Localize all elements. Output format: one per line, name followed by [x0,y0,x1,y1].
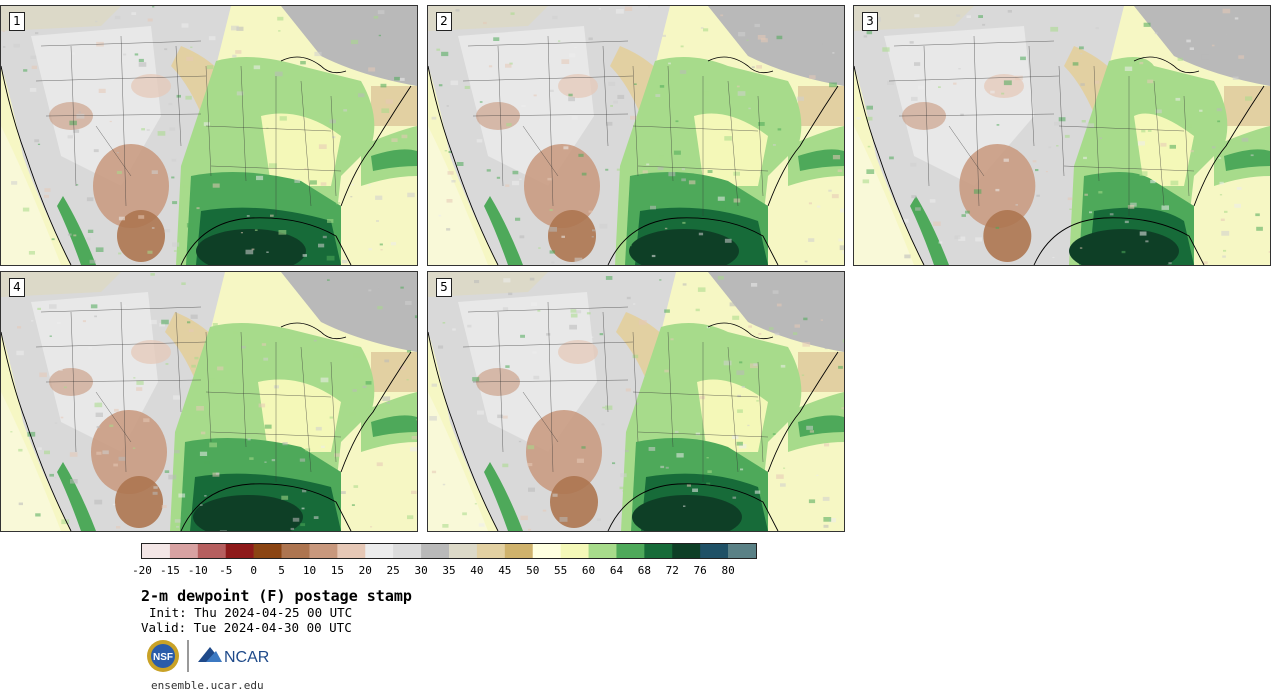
colorbar-tick-label: -20 [132,564,152,577]
colorbar-tick-label: 55 [554,564,568,577]
colorbar-tick-label: 60 [581,564,596,577]
colorbar-tick-label: 15 [330,564,344,577]
colorbar-tick-label: 35 [442,564,456,577]
colorbar-tick-label: 45 [498,564,512,577]
figure-title: 2-m dewpoint (F) postage stamp [141,587,412,605]
colorbar-segment [309,544,338,558]
dewpoint-map [1,272,417,531]
dewpoint-map [854,6,1270,265]
colorbar-tick-label: -5 [219,564,233,577]
colorbar-tick-label: 25 [386,564,400,577]
colorbar-tick-label: 64 [609,564,624,577]
nsf-logo: NSF [147,640,179,672]
colorbar-segment [393,544,422,558]
svg-text:NCAR: NCAR [224,649,269,666]
colorbar-segment [169,544,199,558]
colorbar-segment [672,544,701,558]
colorbar-tick-label: 80 [721,564,735,577]
colorbar-tick-label: 40 [470,564,484,577]
stamp-panel-3: 3 [853,5,1271,266]
colorbar-segment [476,544,506,558]
colorbar-segment [449,544,478,558]
colorbar-segment [588,544,617,558]
dewpoint-map [1,6,417,265]
panel-label: 5 [436,278,452,297]
panel-label: 2 [436,12,452,31]
colorbar-segment [281,544,310,558]
colorbar-segment [560,544,589,558]
colorbar-tick-label: -15 [159,564,180,577]
colorbar-segment [337,544,366,558]
colorbar-segment [197,544,227,558]
colorbar-segment [616,544,645,558]
colorbar-segment [728,544,757,558]
colorbar-segment [253,544,282,558]
svg-text:NSF: NSF [153,652,173,663]
valid-time: Valid: Tue 2024-04-30 00 UTC [141,620,352,635]
colorbar-tick-label: 76 [693,564,707,577]
colorbar-tick-label: 50 [526,564,540,577]
website-url: ensemble.ucar.edu [151,679,264,692]
colorbar-segment [365,544,394,558]
colorbar-tick-label: -10 [187,564,208,577]
nsf-ncar-logos: NSF NCAR [147,640,269,672]
stamp-panel-2: 2 [427,5,845,266]
colorbar-segment [644,544,673,558]
colorbar-tick-label: 0 [250,564,257,577]
colorbar-segment [532,544,561,558]
panel-label: 4 [9,278,25,297]
colorbar-tick-label: 20 [358,564,372,577]
stamp-panel-5: 5 [427,271,845,532]
ncar-logo: NCAR [198,647,269,666]
colorbar-tick-label: 72 [665,564,679,577]
colorbar-segment [225,544,254,558]
dewpoint-map [428,6,844,265]
panel-label: 3 [862,12,878,31]
dewpoint-colorbar [141,543,757,559]
stamp-panel-1: 1 [0,5,418,266]
colorbar-tick-label: 5 [278,564,285,577]
colorbar-tick-label: 68 [637,564,651,577]
stamp-panel-4: 4 [0,271,418,532]
colorbar-segment [700,544,729,558]
dewpoint-map [428,272,844,531]
panel-label: 1 [9,12,25,31]
colorbar-tick-label: 10 [302,564,317,577]
colorbar-tick-label: 30 [414,564,428,577]
colorbar-segment [421,544,450,558]
colorbar-segment [504,544,534,558]
colorbar-segment [142,544,171,558]
init-time: Init: Thu 2024-04-25 00 UTC [149,605,353,620]
